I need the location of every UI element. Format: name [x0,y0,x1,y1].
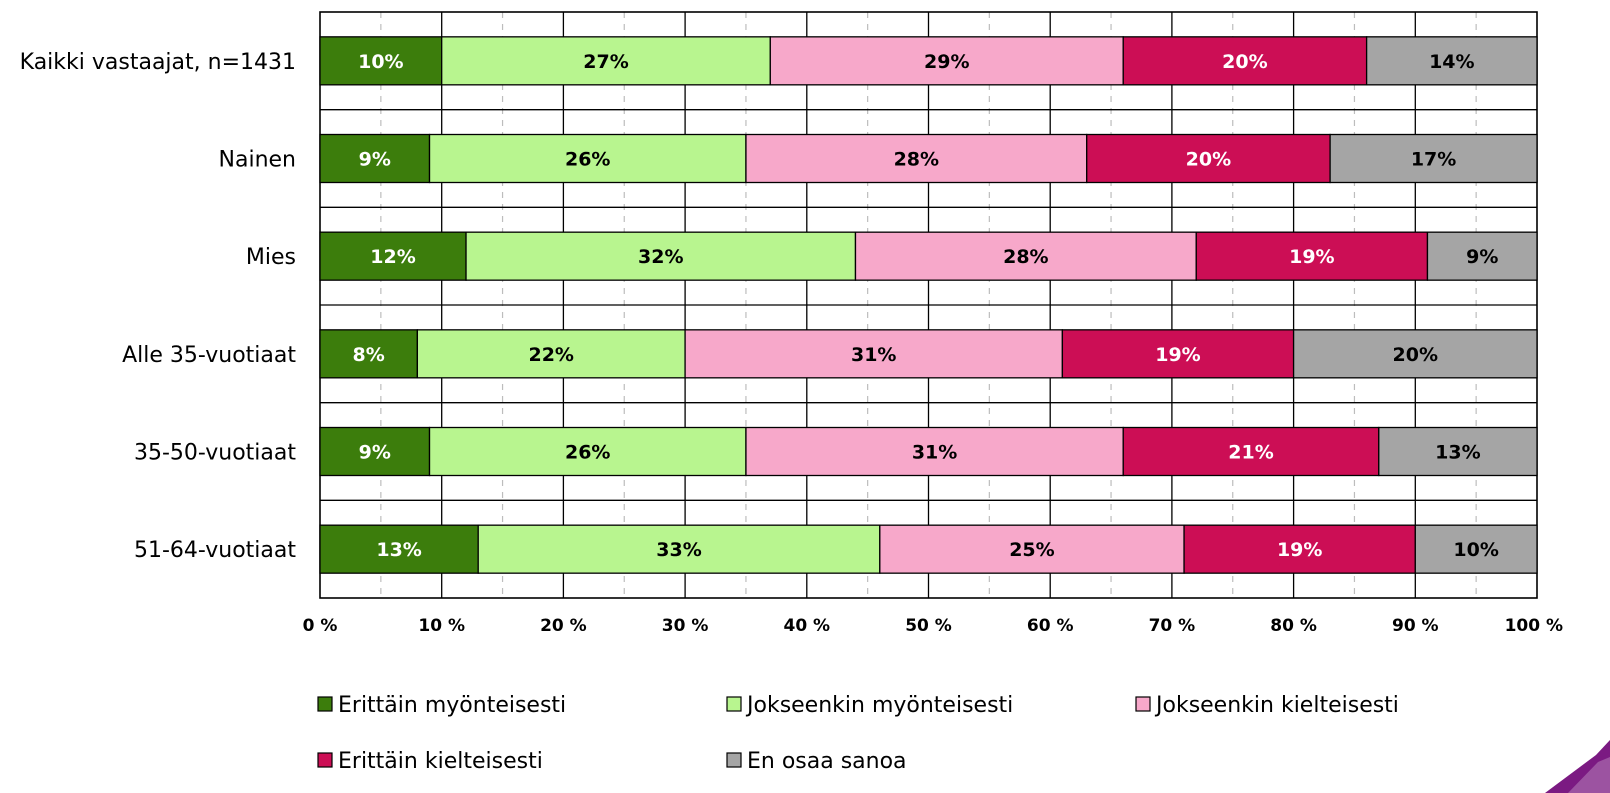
bars-layer: 10% 27% 29% 20% 14% 9% 26% 28% 20% 17% 12% 32% 28% 19… [319,36,1538,574]
data-label: 20% [1222,51,1267,73]
bar-segment [428,426,747,477]
x-axis-ticks: 0 % 10 % 20 % 30 % 40 % 50 % 60 % 70 % 80 % 90 % 1… [303,616,1563,636]
bar-segment [745,133,1088,184]
data-label: 12% [370,246,415,268]
bar-segment [1122,36,1368,86]
data-label: 29% [924,51,969,73]
legend-label: Erittäin kielteisesti [338,749,543,774]
legend: Erittäin myönteisesti Jokseenkin myönteis… [317,693,1399,774]
plot-area-frame [319,11,1538,599]
x-tick-label: 40 % [783,616,830,636]
data-label: 26% [565,442,610,464]
bar-segment [1378,426,1538,477]
legend-swatch [317,752,333,768]
category-label: Kaikki vastaajat, n=1431 [20,50,296,75]
x-tick-label: 100 % [1505,616,1563,636]
data-label: 9% [359,149,391,171]
x-tick-label: 20 % [540,616,587,636]
bar-segment [1365,36,1538,86]
legend-label: En osaa sanoa [747,749,907,774]
category-label: Mies [246,245,296,270]
data-label: 9% [359,442,391,464]
legend-swatch [726,752,742,768]
bar-segment [1122,426,1380,477]
data-label: 28% [1003,246,1048,268]
grid-layer [319,11,1538,599]
category-label: Alle 35-vuotiaat [122,343,296,368]
bar-segment [465,231,857,281]
data-label: 20% [1393,344,1438,366]
data-label: 22% [528,344,573,366]
data-label: 28% [894,149,939,171]
x-tick-label: 30 % [662,616,709,636]
category-label: Nainen [219,148,296,173]
category-labels: Kaikki vastaajat, n=1431 Nainen Mies Alle 3… [20,50,297,563]
data-label: 19% [1289,246,1334,268]
data-label: 32% [638,246,683,268]
bar-segment [854,231,1197,281]
bar-segment [1061,329,1295,379]
bar-segment [1426,231,1538,281]
bar-segment [745,426,1124,477]
bar-segment [1329,133,1538,184]
legend-label: Erittäin myönteisesti [338,693,566,718]
x-tick-label: 80 % [1270,616,1317,636]
data-label: 14% [1429,51,1474,73]
legend-swatch [317,696,333,712]
data-label: 10% [1453,539,1498,561]
data-label: 31% [851,344,896,366]
legend-swatch [726,696,742,712]
data-label: 31% [912,442,957,464]
bar-segment [1292,329,1538,379]
data-label: 33% [656,539,701,561]
bar-segment [477,524,881,574]
bar-segment [428,133,747,184]
legend-swatch [1135,696,1151,712]
data-label: 13% [376,539,421,561]
data-label: 9% [1466,246,1498,268]
bar-segment [319,133,431,184]
x-tick-label: 90 % [1392,616,1439,636]
legend-label: Jokseenkin myönteisesti [745,693,1013,718]
data-label: 25% [1009,539,1054,561]
bar-segment [319,36,443,86]
x-tick-label: 10 % [418,616,465,636]
x-tick-label: 50 % [905,616,952,636]
bar-segment [319,329,419,379]
data-label: 10% [358,51,403,73]
data-label: 21% [1228,442,1273,464]
bar-segment [319,426,431,477]
bar-segment [684,329,1064,379]
data-label: 19% [1155,344,1200,366]
bar-segment [1086,133,1331,184]
bar-segment [1195,231,1429,281]
category-label: 35-50-vuotiaat [134,441,296,466]
data-label: 20% [1186,149,1231,171]
bar-segment [441,36,771,86]
legend-label: Jokseenkin kielteisesti [1154,693,1399,718]
bar-segment [416,329,686,379]
data-label: 17% [1411,149,1456,171]
bar-segment [1414,524,1538,574]
data-label: 8% [353,344,385,366]
data-label: 27% [583,51,628,73]
data-label: 13% [1435,442,1480,464]
x-tick-label: 70 % [1149,616,1196,636]
data-label: 26% [565,149,610,171]
bar-segment [769,36,1124,86]
data-label: 19% [1277,539,1322,561]
bar-segment [319,231,467,281]
category-label: 51-64-vuotiaat [134,538,296,563]
x-tick-label: 60 % [1027,616,1074,636]
logo-mark [1545,740,1610,793]
bar-segment [1183,524,1416,574]
x-tick-label: 0 % [303,616,338,636]
